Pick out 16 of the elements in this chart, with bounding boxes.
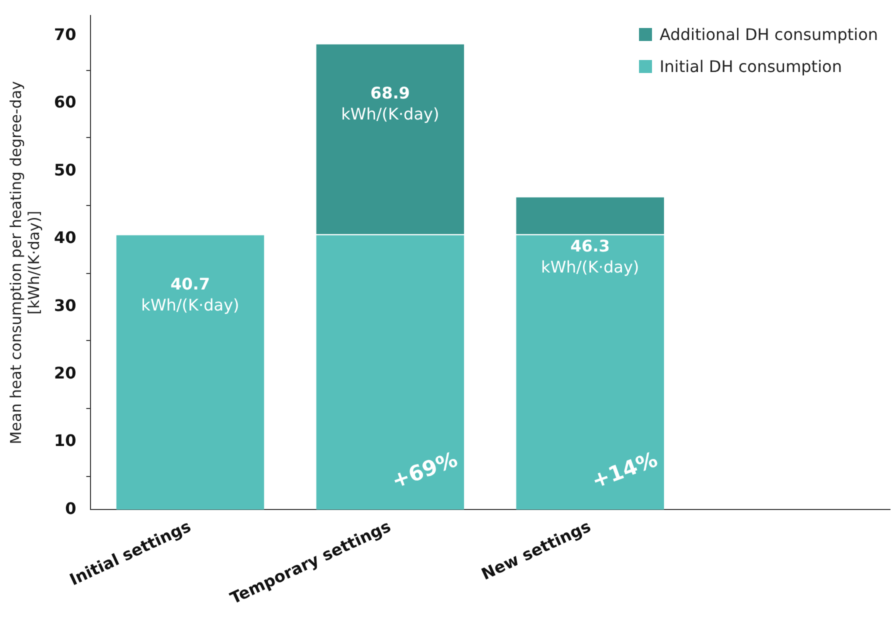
y-tick-label: 20	[54, 363, 76, 382]
legend-label: Initial DH consumption	[660, 56, 842, 76]
y-tick-label: 10	[54, 431, 76, 450]
total-label: 68.9 kWh/(K·day)	[341, 84, 440, 124]
y-tick-label: 60	[54, 92, 76, 112]
y-tick-label: 40	[54, 228, 76, 248]
total-label: 46.3 kWh/(K·day)	[541, 236, 640, 276]
y-axis-title: Mean heat consumption per heating degree-day [kWh/(K·day)]	[6, 80, 43, 444]
y-tick-label: 70	[54, 25, 76, 44]
y-tick-label: 30	[54, 296, 76, 315]
total-label: 40.7 kWh/(K·day)	[141, 274, 240, 314]
y-tick-label: 50	[54, 160, 76, 180]
annotation: +69%	[388, 447, 461, 494]
annotation: +14%	[588, 447, 661, 494]
legend-label: Additional DH consumption	[660, 24, 878, 44]
y-tick-label: 0	[65, 498, 76, 518]
